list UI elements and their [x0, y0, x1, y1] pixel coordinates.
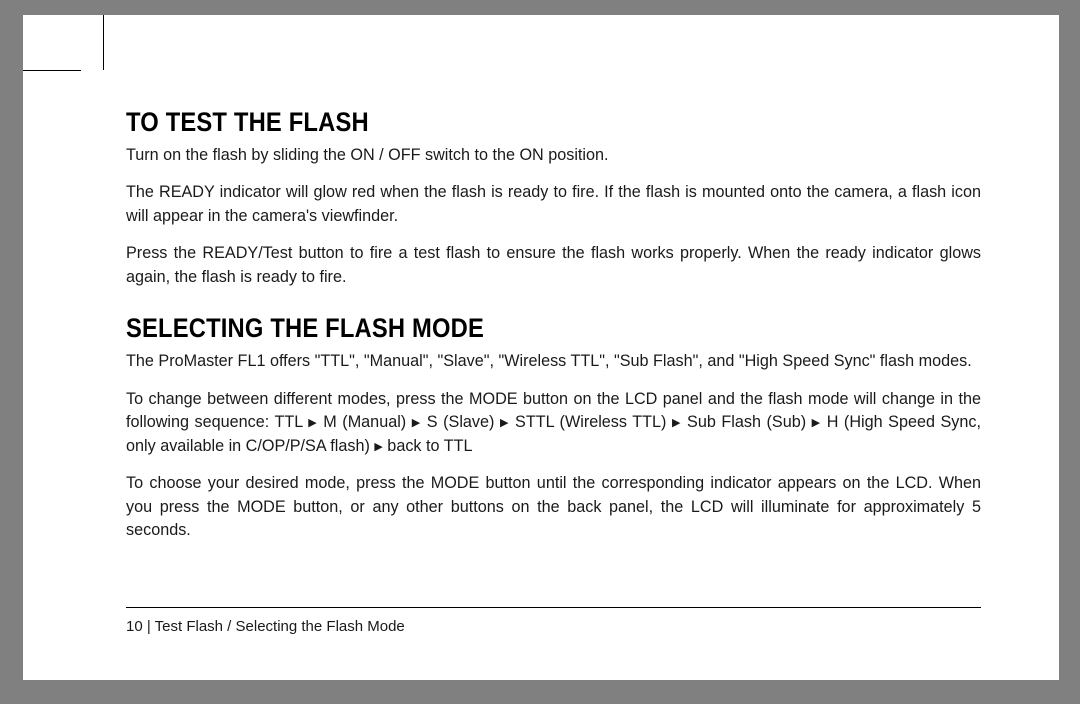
paragraph-mode-sequence: To change between different modes, press…	[126, 388, 981, 458]
paragraph: The ProMaster FL1 offers "TTL", "Manual"…	[126, 350, 981, 373]
triangle-icon: ▶	[374, 441, 382, 453]
manual-page: TO TEST THE FLASH Turn on the flash by s…	[23, 15, 1059, 680]
crop-mark-vertical	[103, 15, 104, 70]
triangle-icon: ▶	[500, 417, 510, 429]
section-flash-mode: SELECTING THE FLASH MODE The ProMaster F…	[126, 313, 981, 542]
page-footer: 10 | Test Flash / Selecting the Flash Mo…	[126, 607, 981, 635]
triangle-icon: ▶	[812, 417, 822, 429]
footer-rule	[126, 607, 981, 608]
heading-flash-mode: SELECTING THE FLASH MODE	[126, 313, 878, 344]
footer-separator: |	[143, 618, 155, 635]
triangle-icon: ▶	[412, 417, 422, 429]
page-number: 10	[126, 618, 143, 635]
page-content: TO TEST THE FLASH Turn on the flash by s…	[126, 107, 981, 557]
footer-title: Test Flash / Selecting the Flash Mode	[155, 618, 405, 635]
paragraph: Press the READY/Test button to fire a te…	[126, 242, 981, 289]
footer-text: 10 | Test Flash / Selecting the Flash Mo…	[126, 618, 981, 635]
triangle-icon: ▶	[308, 417, 318, 429]
heading-test-flash: TO TEST THE FLASH	[126, 107, 878, 138]
triangle-icon: ▶	[672, 417, 682, 429]
paragraph: To choose your desired mode, press the M…	[126, 472, 981, 542]
paragraph: The READY indicator will glow red when t…	[126, 181, 981, 228]
paragraph: Turn on the flash by sliding the ON / OF…	[126, 144, 981, 167]
crop-mark-horizontal	[23, 70, 81, 71]
